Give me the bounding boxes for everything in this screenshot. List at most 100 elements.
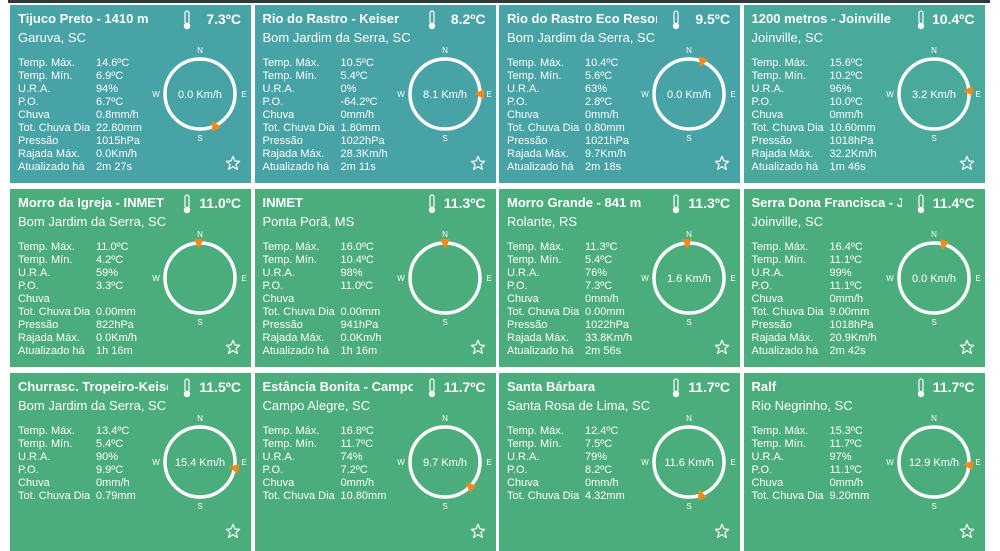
- station-title: Morro Grande - 841 m: [507, 195, 642, 210]
- thermometer-icon: [672, 10, 680, 30]
- row-label: P.O.: [262, 464, 284, 476]
- row-label: Temp. Mín.: [18, 254, 73, 266]
- favorite-star[interactable]: [714, 155, 730, 171]
- compass-letter: S: [442, 318, 447, 327]
- thermometer-icon: [183, 194, 191, 214]
- row-label: Chuva: [262, 293, 295, 305]
- compass-ring: [896, 57, 971, 131]
- thermometer-stem: [917, 378, 924, 393]
- station-title: Santa Bárbara: [507, 379, 596, 394]
- wind-direction-marker: [228, 463, 240, 474]
- thermometer-bulb: [183, 22, 191, 30]
- row-value: 1015hPa: [96, 135, 141, 147]
- star-outline: [225, 155, 241, 170]
- compass-letter: N: [686, 46, 692, 55]
- favorite-star[interactable]: [470, 155, 486, 171]
- favorite-star[interactable]: [225, 523, 241, 539]
- favorite-star[interactable]: [714, 339, 730, 355]
- row-value: 11.0ºC: [96, 241, 129, 253]
- favorite-star[interactable]: [225, 155, 241, 171]
- favorite-star[interactable]: [959, 523, 975, 539]
- row-label: Temp. Máx.: [751, 425, 809, 437]
- row-label: Atualizado há: [751, 161, 819, 173]
- compass-letter: S: [686, 502, 691, 511]
- wind-compass: N E S W 9.7 Km/h: [397, 414, 491, 511]
- row-label: Temp. Mín.: [751, 254, 806, 266]
- compass-letter: N: [442, 46, 448, 55]
- favorite-star[interactable]: [225, 339, 241, 355]
- wind-speed: 9.7 Km/h: [422, 457, 466, 469]
- wind-direction-marker: [465, 482, 477, 493]
- compass-letter: S: [686, 134, 691, 143]
- row-label: Tot. Chuva Dia: [18, 490, 91, 502]
- thermometer-icon: [917, 194, 924, 214]
- favorite-star[interactable]: [470, 523, 486, 539]
- row-label: Pressão: [262, 319, 303, 331]
- compass-letter: S: [442, 134, 447, 143]
- row-label: Temp. Mín.: [262, 438, 317, 450]
- row-value: 12.4ºC: [585, 425, 619, 437]
- compass-letter: E: [241, 274, 246, 283]
- wind-speed: 0.0 Km/h: [178, 89, 222, 101]
- compass-letter: N: [442, 414, 448, 423]
- station-title: Tijuco Preto - 1410 m: [18, 11, 149, 26]
- star-outline: [470, 339, 485, 354]
- current-temp: 11.5ºC: [199, 379, 241, 395]
- station-title: Rio do Rastro - Keiser: [262, 11, 400, 26]
- row-label: Pressão: [262, 135, 303, 147]
- row-value: 32.2Km/h: [829, 148, 877, 160]
- compass-letter: S: [931, 134, 936, 143]
- row-value: 96%: [829, 83, 852, 95]
- favorite-star[interactable]: [470, 339, 486, 355]
- row-value: 7.2ºC: [340, 464, 368, 476]
- row-value: 10.5ºC: [340, 57, 374, 69]
- favorite-star[interactable]: [714, 523, 730, 539]
- thermometer-bulb: [183, 206, 191, 214]
- row-label: Temp. Máx.: [751, 57, 809, 69]
- compass-letter: W: [397, 90, 405, 99]
- row-label: Tot. Chuva Dia: [751, 490, 824, 502]
- row-value: 4.2ºC: [96, 254, 124, 266]
- compass-letter: W: [397, 274, 405, 283]
- station-card: Ralf Rio Negrinho, SC 11.7ºC Temp. Máx. 15.3…: [743, 373, 985, 551]
- row-value: 16.4ºC: [829, 241, 863, 253]
- row-value: 0.00mm: [340, 306, 381, 318]
- thermometer-icon: [672, 378, 680, 398]
- row-value: 6.7ºC: [96, 96, 124, 108]
- station-title: 1200 metros - Joinville: [751, 11, 891, 26]
- row-label: U.R.A.: [18, 267, 51, 279]
- compass-letter: E: [730, 90, 735, 99]
- wind-compass: N E S W 11.6 Km/h: [641, 414, 735, 511]
- row-label: Tot. Chuva Dia: [751, 122, 824, 134]
- row-label: U.R.A.: [18, 451, 51, 463]
- thermometer-bulb: [428, 22, 435, 30]
- star-outline: [959, 339, 974, 354]
- station-card: Rio do Rastro - Keiser Bom Jardim da Serr…: [254, 5, 496, 183]
- row-label: Pressão: [751, 135, 792, 147]
- compass-letter: E: [975, 458, 980, 467]
- thermometer-icon: [917, 378, 924, 398]
- star-outline: [959, 155, 974, 170]
- row-label: Chuva: [18, 293, 50, 305]
- row-value: 79%: [585, 451, 608, 463]
- row-value: 99%: [829, 267, 852, 279]
- station-card: Rio do Rastro Eco Resort Bom Jardim da Se…: [499, 5, 740, 183]
- thermometer-icon: [428, 10, 435, 30]
- compass-letter: E: [241, 90, 246, 99]
- row-value: 9.20mm: [829, 490, 870, 502]
- compass-letter: E: [975, 90, 980, 99]
- favorite-star[interactable]: [959, 339, 975, 355]
- row-value: 822hPa: [96, 319, 134, 331]
- compass-ring: [407, 425, 482, 499]
- current-temp: 11.3ºC: [443, 195, 486, 211]
- wind-speed: 12.9 Km/h: [908, 457, 958, 469]
- row-value: 9.9ºC: [96, 464, 124, 476]
- row-label: U.R.A.: [507, 267, 540, 279]
- compass-letter: N: [931, 414, 937, 423]
- row-value: 0mm/h: [340, 477, 375, 489]
- station-location: Campo Alegre, SC: [262, 398, 371, 413]
- row-label: Atualizado há: [751, 345, 819, 357]
- favorite-star[interactable]: [959, 155, 975, 171]
- compass-letter: W: [152, 274, 160, 283]
- row-label: Tot. Chuva Dia: [262, 122, 335, 134]
